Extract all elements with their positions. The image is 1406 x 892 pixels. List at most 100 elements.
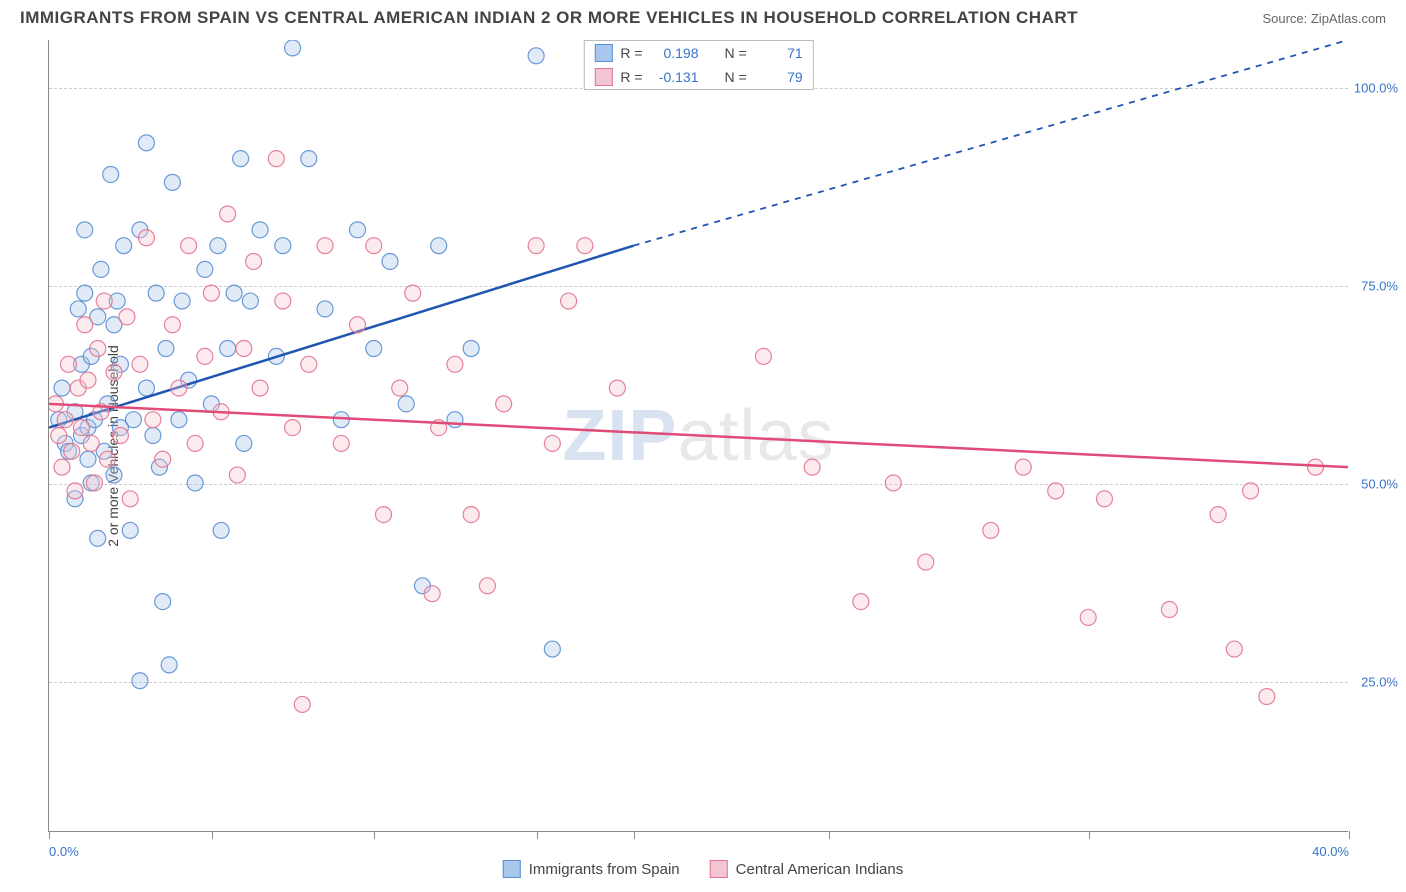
data-point [181,238,197,254]
legend-swatch [594,44,612,62]
data-point [86,475,102,491]
y-tick-label: 50.0% [1361,476,1398,491]
data-point [275,238,291,254]
data-point [544,435,560,451]
data-point [294,696,310,712]
legend-n-label: N = [725,69,747,85]
legend-swatch [503,860,521,878]
data-point [983,522,999,538]
legend-series-label: Central American Indians [736,861,904,878]
data-point [138,135,154,151]
data-point [132,356,148,372]
scatter-svg [49,40,1348,831]
data-point [132,673,148,689]
data-point [375,507,391,523]
data-point [285,420,301,436]
data-point [203,285,219,301]
data-point [122,491,138,507]
data-point [155,594,171,610]
data-point [609,380,625,396]
data-point [447,412,463,428]
data-point [382,253,398,269]
data-point [106,467,122,483]
data-point [333,435,349,451]
data-point [57,412,73,428]
data-point [350,317,366,333]
x-tick [212,831,213,839]
data-point [210,238,226,254]
data-point [77,285,93,301]
data-point [463,507,479,523]
x-tick [374,831,375,839]
legend-stats-row: R =-0.131N =79 [584,65,812,89]
data-point [187,435,203,451]
data-point [197,261,213,277]
data-point [350,222,366,238]
data-point [138,380,154,396]
data-point [90,341,106,357]
legend-series-label: Immigrants from Spain [529,861,680,878]
data-point [463,341,479,357]
data-point [392,380,408,396]
legend-r-value: 0.198 [651,45,699,61]
y-tick-label: 25.0% [1361,674,1398,689]
data-point [479,578,495,594]
legend-n-label: N = [725,45,747,61]
data-point [229,467,245,483]
data-point [1080,609,1096,625]
data-point [447,356,463,372]
x-tick [49,831,50,839]
data-point [155,451,171,467]
data-point [233,151,249,167]
legend-n-value: 71 [755,45,803,61]
data-point [161,657,177,673]
data-point [366,238,382,254]
x-tick [829,831,830,839]
data-point [544,641,560,657]
data-point [1259,689,1275,705]
data-point [528,238,544,254]
data-point [119,309,135,325]
data-point [252,222,268,238]
data-point [77,222,93,238]
data-point [174,293,190,309]
data-point [112,428,128,444]
x-tick [634,831,635,839]
data-point [246,253,262,269]
data-point [93,261,109,277]
data-point [1210,507,1226,523]
data-point [885,475,901,491]
y-tick-label: 75.0% [1361,278,1398,293]
data-point [158,341,174,357]
data-point [103,166,119,182]
data-point [431,238,447,254]
data-point [1226,641,1242,657]
data-point [90,530,106,546]
data-point [301,151,317,167]
data-point [236,435,252,451]
legend-swatch [710,860,728,878]
data-point [918,554,934,570]
data-point [164,317,180,333]
y-tick-label: 100.0% [1354,80,1398,95]
data-point [236,341,252,357]
legend-r-label: R = [620,45,642,61]
data-point [226,285,242,301]
data-point [1243,483,1259,499]
data-point [317,238,333,254]
data-point [54,459,70,475]
data-point [285,40,301,56]
data-point [561,293,577,309]
legend-series-item: Immigrants from Spain [503,860,680,878]
data-point [213,522,229,538]
data-point [60,356,76,372]
data-point [853,594,869,610]
data-point [1015,459,1031,475]
plot-wrap: ZIPatlas R =0.198N =71R =-0.131N =79 25.… [48,40,1348,832]
data-point [171,412,187,428]
legend-r-value: -0.131 [651,69,699,85]
data-point [80,372,96,388]
data-point [64,443,80,459]
trend-line [49,246,634,428]
x-tick [537,831,538,839]
